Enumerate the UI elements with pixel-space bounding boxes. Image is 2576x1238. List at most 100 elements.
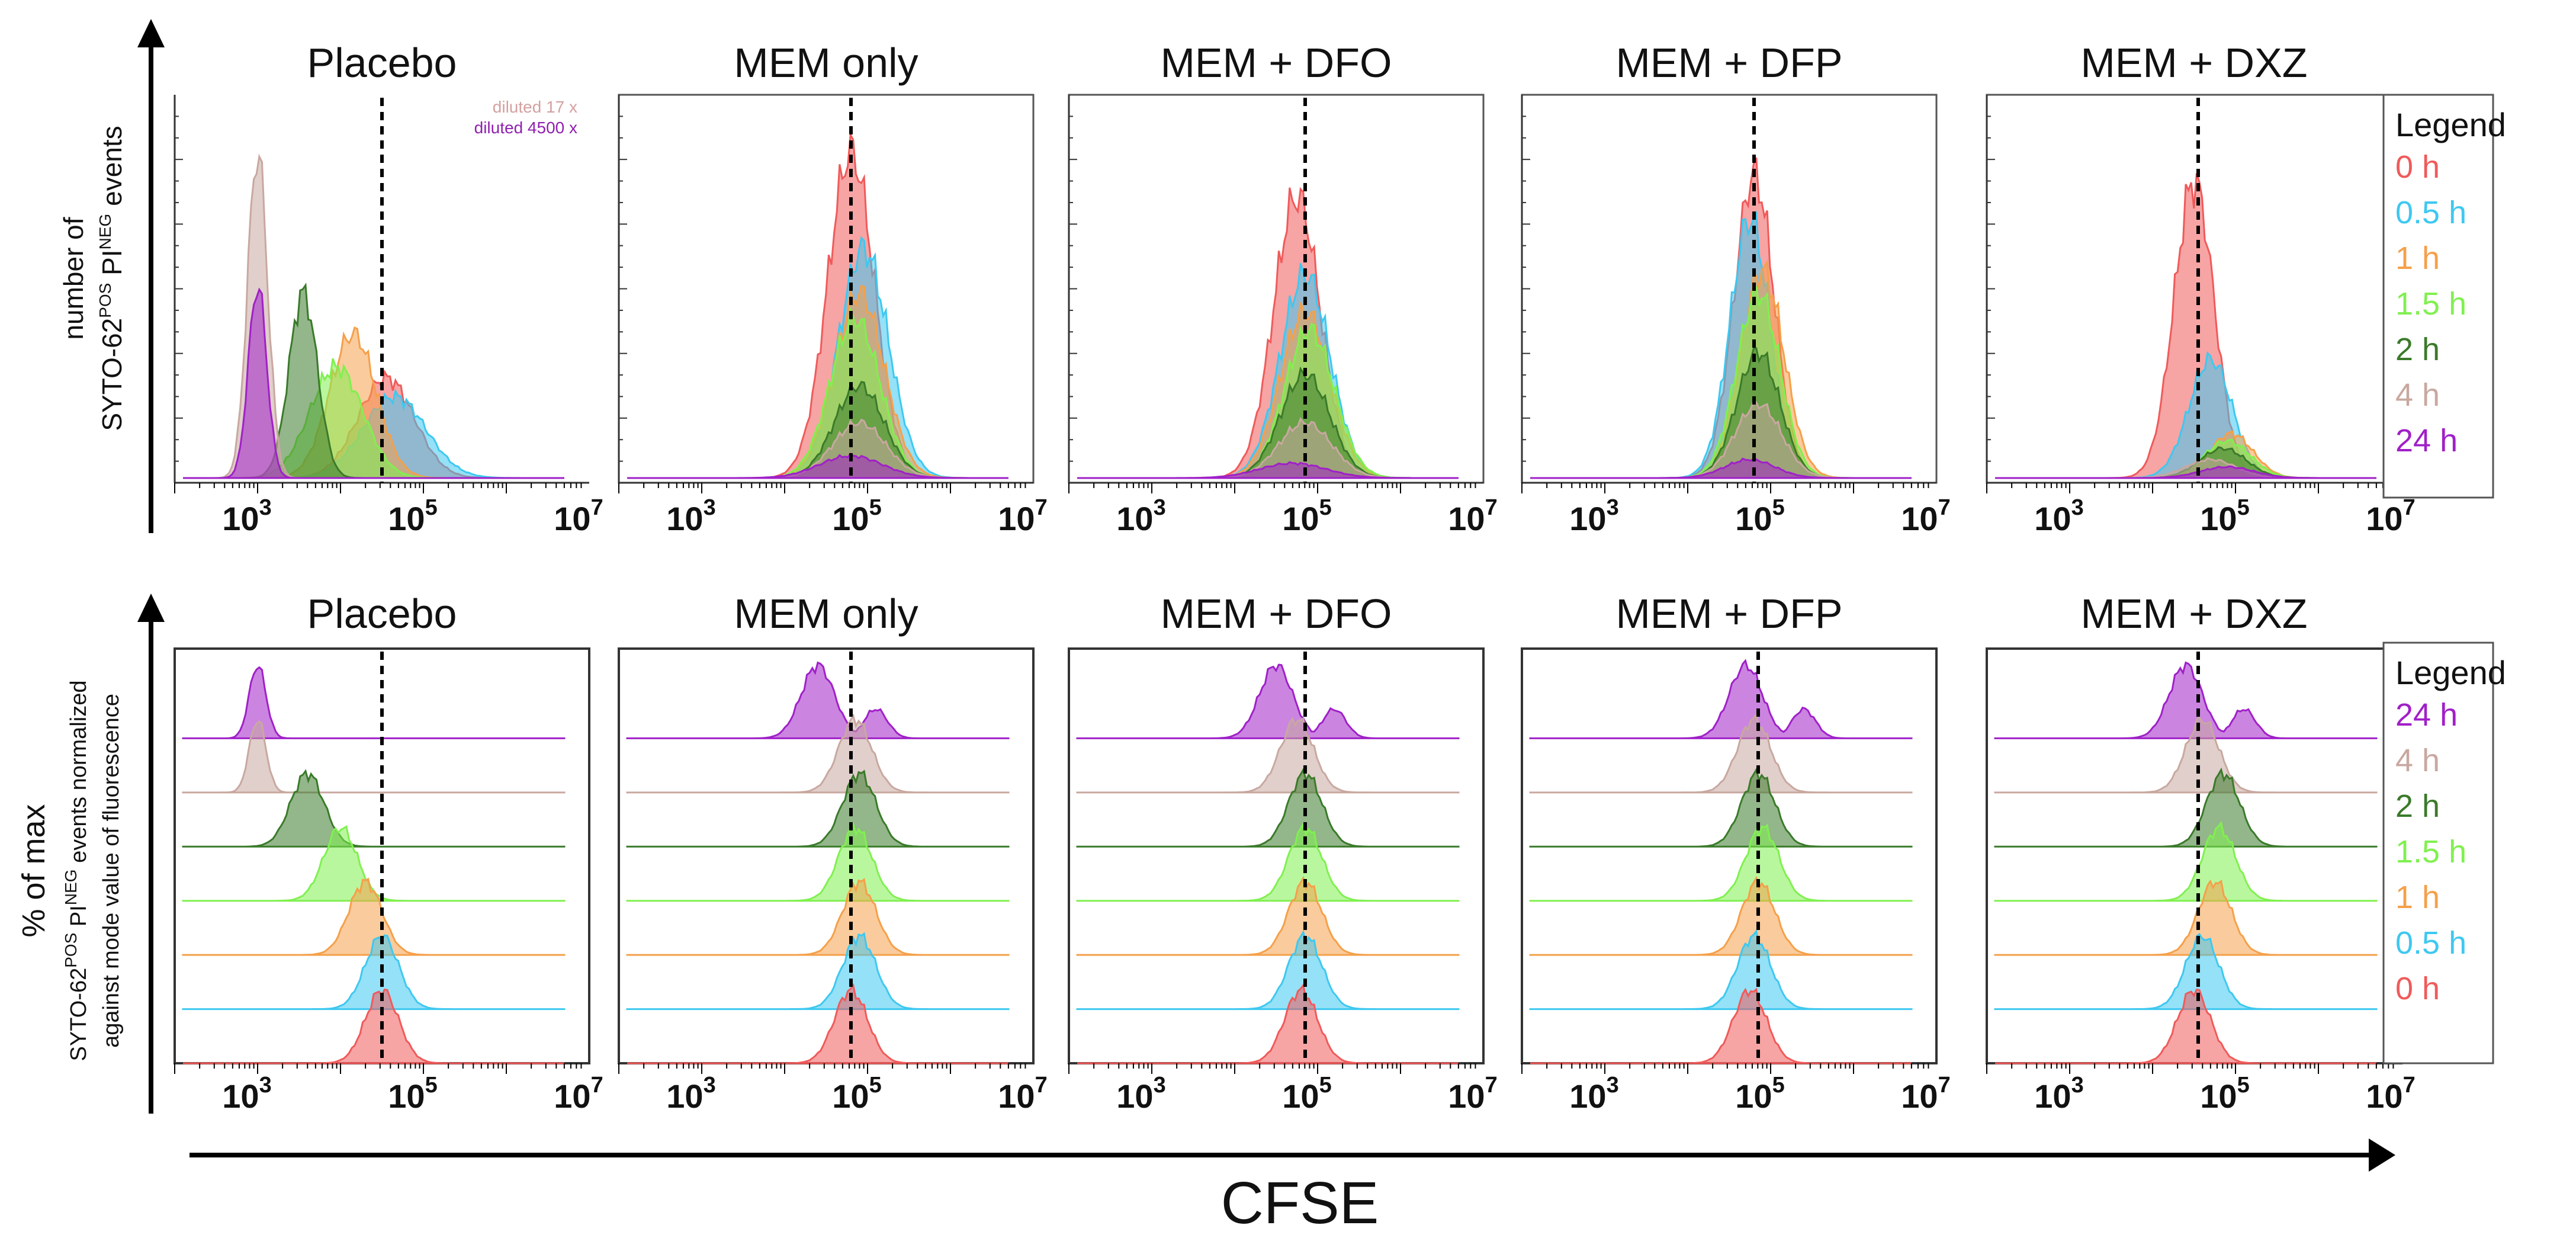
- bottom-hist-mem-dxz-24-h: [1994, 661, 2378, 739]
- legend-item-2-h: 2 h: [2395, 788, 2440, 824]
- bottom-hist-mem-only-1-h: [626, 878, 1010, 956]
- top-ylabel-line2: SYTO-62POS PINEG events: [96, 126, 127, 431]
- x-tick-label-1e7: 107: [1448, 495, 1497, 537]
- bottom-hist-mem-dxz-2-h: [1994, 767, 2378, 848]
- bottom-panel-placebo: Placebo 103 105 107: [174, 591, 603, 1115]
- legend-item-0-h: 0 h: [2395, 971, 2440, 1006]
- bottom-panel-mem-dfo: MEM + DFO 103 105 107: [1068, 591, 1498, 1115]
- legend-item-24-h: 24 h: [2395, 423, 2458, 458]
- bottom-hist-mem-dxz-1-h: [1994, 879, 2378, 956]
- bottom-hist-mem-dfo-2-h: [1076, 767, 1460, 848]
- panel-title: MEM + DFO: [1161, 40, 1392, 86]
- panel-title: Placebo: [307, 591, 457, 637]
- legend-title: Legend: [2395, 654, 2506, 691]
- x-tick-label-1e7: 107: [998, 1073, 1047, 1115]
- x-tick-label-1e5: 105: [1735, 495, 1784, 537]
- bottom-hist-mem-dfp-1-5-h: [1529, 823, 1913, 902]
- top-ylabel-line1: number of: [58, 217, 89, 339]
- panel-title: Placebo: [307, 40, 457, 86]
- bottom-hist-placebo-4-h: [182, 720, 566, 794]
- top-y-axis-label: number of SYTO-62POS PINEG events: [58, 126, 127, 431]
- x-tick-label-1e7: 107: [998, 495, 1047, 537]
- x-axis-label: CFSE: [1221, 1170, 1379, 1236]
- x-tick-label-1e3: 103: [2034, 1073, 2083, 1115]
- bottom-ylabel-line2: SYTO-62POS PINEG events normalized: [62, 681, 91, 1061]
- x-tick-label-1e5: 105: [1282, 1073, 1331, 1115]
- bottom-hist-mem-dfo-0-5-h: [1076, 929, 1460, 1011]
- x-tick-label-1e7: 107: [2366, 495, 2415, 537]
- bottom-hist-mem-dfo-1-5-h: [1076, 822, 1460, 902]
- panel-title: MEM + DFP: [1615, 40, 1842, 86]
- bottom-y-axis-arrow: [137, 594, 165, 1114]
- panel-title: MEM + DXZ: [2080, 591, 2307, 637]
- panel-title: MEM only: [734, 40, 918, 86]
- x-tick-label-1e7: 107: [1901, 495, 1950, 537]
- panel-title: MEM + DFO: [1161, 591, 1392, 637]
- x-tick-label-1e5: 105: [2200, 1073, 2249, 1115]
- bottom-hist-mem-only-2-h: [626, 769, 1010, 848]
- top-y-axis-arrow: [137, 19, 165, 533]
- bottom-legend: Legend 24 h 4 h 2 h 1.5 h 1 h 0.5 h 0 h: [2382, 642, 2506, 1064]
- bottom-panel-mem-only: MEM only 103 105 107: [618, 591, 1048, 1115]
- bottom-hist-mem-dfo-1-h: [1076, 875, 1460, 956]
- legend-item-0-h: 0 h: [2395, 149, 2440, 185]
- x-axis-arrow: [189, 1138, 2395, 1172]
- x-tick-label-1e7: 107: [2366, 1073, 2415, 1115]
- x-tick-label-1e3: 103: [222, 1073, 271, 1115]
- x-tick-label-1e3: 103: [1116, 1073, 1165, 1115]
- top-panel-mem-dfo: MEM + DFO 103 105 107: [1068, 40, 1498, 537]
- top-legend: Legend 0 h 0.5 h 1 h 1.5 h 2 h 4 h 24 h: [2382, 94, 2506, 499]
- top-panel-mem-only: MEM only 103 105 107: [618, 40, 1048, 537]
- x-tick-label-1e3: 103: [1569, 495, 1618, 537]
- bottom-hist-placebo-0-5-h: [182, 934, 566, 1011]
- panel-title: MEM + DXZ: [2080, 40, 2307, 86]
- bottom-panel-mem-dfp: MEM + DFP 103 105 107: [1521, 591, 1951, 1115]
- top-panel-mem-dfp: MEM + DFP 103 105 107: [1521, 40, 1951, 537]
- bottom-hist-placebo-24-h: [182, 666, 566, 739]
- note-diluted-4500x: diluted 4500 x: [474, 118, 577, 137]
- top-hist-mem-dfp-24-h: [1530, 457, 1912, 479]
- legend-title: Legend: [2395, 106, 2506, 143]
- bottom-hist-mem-only-24-h: [626, 661, 1010, 739]
- x-tick-label-1e7: 107: [554, 495, 603, 537]
- bottom-hist-mem-dfp-2-h: [1529, 767, 1913, 848]
- bottom-hist-mem-dfp-1-h: [1529, 875, 1913, 956]
- panel-title: MEM only: [734, 591, 918, 637]
- bottom-y-axis-label: % of max SYTO-62POS PINEG events normali…: [16, 681, 124, 1061]
- legend-item-1-h: 1 h: [2395, 880, 2440, 915]
- bottom-hist-mem-dxz-0-5-h: [1994, 932, 2378, 1011]
- bottom-hist-mem-dfp-24-h: [1529, 659, 1913, 739]
- legend-item-1-5-h: 1.5 h: [2395, 286, 2466, 322]
- x-tick-label-1e3: 103: [2034, 495, 2083, 537]
- bottom-panel-mem-dxz: MEM + DXZ 103 105 107: [1986, 591, 2416, 1115]
- bottom-hist-mem-only-1-5-h: [626, 822, 1010, 902]
- top-panel-mem-dxz: MEM + DXZ 103 105 107: [1986, 40, 2416, 537]
- x-tick-label-1e5: 105: [388, 1073, 437, 1115]
- x-tick-label-1e3: 103: [666, 1073, 715, 1115]
- bottom-hist-mem-only-4-h: [626, 713, 1010, 794]
- x-tick-label-1e3: 103: [222, 495, 271, 537]
- legend-item-1-h: 1 h: [2395, 240, 2440, 276]
- x-tick-label-1e5: 105: [2200, 495, 2249, 537]
- top-hist-mem-only-24-h: [627, 453, 1008, 479]
- legends: Legend 0 h 0.5 h 1 h 1.5 h 2 h 4 h 24 h Legend 24…: [2382, 94, 2506, 1064]
- x-tick-label-1e7: 107: [1448, 1073, 1497, 1115]
- x-tick-label-1e3: 103: [1116, 495, 1165, 537]
- x-tick-label-1e7: 107: [1901, 1073, 1950, 1115]
- legend-item-4-h: 4 h: [2395, 743, 2440, 778]
- bottom-ylabel-line3: against mode value of fluorescence: [99, 694, 124, 1048]
- top-hist-placebo-24-h: [183, 287, 564, 479]
- x-tick-label-1e3: 103: [1569, 1073, 1618, 1115]
- bottom-hist-mem-only-0-5-h: [626, 932, 1010, 1011]
- bottom-hist-mem-dxz-4-h: [1994, 716, 2378, 794]
- bottom-hist-mem-dfp-0-5-h: [1529, 929, 1913, 1011]
- x-tick-label-1e5: 105: [388, 495, 437, 537]
- note-diluted-17x: diluted 17 x: [493, 98, 577, 116]
- legend-item-2-h: 2 h: [2395, 332, 2440, 367]
- top-hist-mem-dfo-24-h: [1077, 461, 1459, 479]
- bottom-hist-mem-dfo-24-h: [1076, 663, 1460, 739]
- bottom-hist-placebo-2-h: [182, 769, 566, 848]
- panels: Placebo 103 105 107 diluted 17 x diluted 4500…: [174, 40, 2416, 1115]
- bottom-hist-mem-dfp-4-h: [1529, 712, 1913, 794]
